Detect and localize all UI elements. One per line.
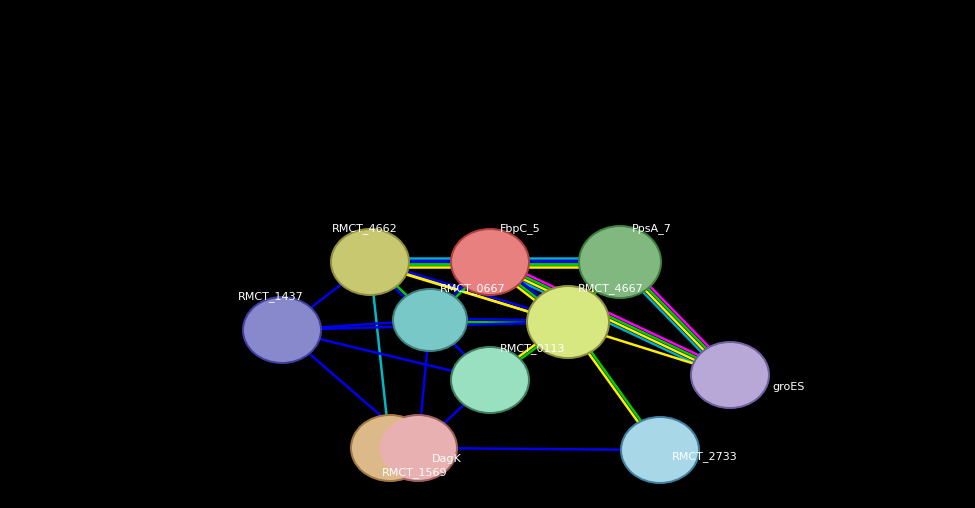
- Text: RMCT_2733: RMCT_2733: [672, 451, 738, 462]
- Text: PpsA_7: PpsA_7: [632, 223, 672, 234]
- Ellipse shape: [450, 346, 530, 414]
- Ellipse shape: [350, 414, 430, 482]
- Ellipse shape: [580, 227, 660, 297]
- Ellipse shape: [392, 288, 468, 352]
- Text: DagK: DagK: [432, 454, 462, 464]
- Ellipse shape: [332, 230, 408, 294]
- Ellipse shape: [690, 341, 770, 409]
- Text: RMCT_0667: RMCT_0667: [440, 283, 506, 294]
- Ellipse shape: [620, 416, 700, 484]
- Text: RMCT_4662: RMCT_4662: [332, 223, 398, 234]
- Ellipse shape: [450, 228, 530, 296]
- Ellipse shape: [242, 296, 322, 364]
- Ellipse shape: [330, 228, 410, 296]
- Ellipse shape: [380, 416, 456, 480]
- Ellipse shape: [452, 230, 528, 294]
- Text: RMCT_1569: RMCT_1569: [382, 467, 448, 478]
- Ellipse shape: [452, 348, 528, 412]
- Ellipse shape: [622, 418, 698, 482]
- Text: FbpC_5: FbpC_5: [500, 223, 541, 234]
- Ellipse shape: [378, 414, 458, 482]
- Ellipse shape: [528, 287, 608, 357]
- Ellipse shape: [394, 290, 466, 350]
- Text: groES: groES: [772, 382, 804, 392]
- Text: RMCT_1437: RMCT_1437: [238, 291, 304, 302]
- Ellipse shape: [578, 225, 662, 299]
- Text: RMCT_4667: RMCT_4667: [578, 283, 644, 294]
- Ellipse shape: [244, 298, 320, 362]
- Ellipse shape: [352, 416, 428, 480]
- Ellipse shape: [692, 343, 768, 407]
- Text: RMCT_0113: RMCT_0113: [500, 343, 566, 354]
- Ellipse shape: [526, 285, 610, 359]
